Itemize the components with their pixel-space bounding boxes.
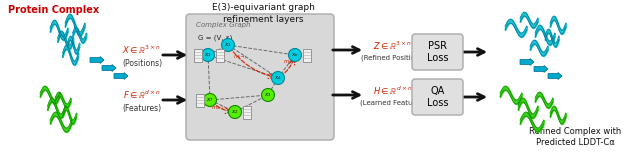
Bar <box>303 49 310 61</box>
FancyArrow shape <box>520 59 534 65</box>
Circle shape <box>228 105 241 118</box>
FancyArrow shape <box>534 65 548 73</box>
FancyArrow shape <box>548 73 562 79</box>
FancyBboxPatch shape <box>412 79 463 115</box>
Circle shape <box>202 49 214 61</box>
Text: $x_n$: $x_n$ <box>291 51 299 59</box>
Circle shape <box>262 89 275 101</box>
Text: $Z \in \mathbb{R}^{3 \times n}$: $Z \in \mathbb{R}^{3 \times n}$ <box>374 40 413 52</box>
Text: (Refined Positions): (Refined Positions) <box>360 55 426 61</box>
Text: QA
Loss: QA Loss <box>427 86 448 108</box>
Text: G = (V, ε): G = (V, ε) <box>198 34 232 41</box>
Text: $x_7$: $x_7$ <box>206 96 214 104</box>
Bar <box>196 93 204 107</box>
Text: Complex Graph: Complex Graph <box>196 22 251 28</box>
Text: $x_4$: $x_4$ <box>274 74 282 82</box>
FancyBboxPatch shape <box>412 34 463 70</box>
Circle shape <box>271 71 285 85</box>
Text: (Learned Features): (Learned Features) <box>360 100 426 106</box>
Circle shape <box>204 93 216 107</box>
Text: $x_3$: $x_3$ <box>264 91 272 99</box>
Text: $x_1$: $x_1$ <box>204 51 212 59</box>
Text: $m_{j \to i}$: $m_{j \to i}$ <box>283 58 297 68</box>
Text: Protein Complex: Protein Complex <box>8 5 99 15</box>
Text: E(3)-equivariant graph
refinement layers: E(3)-equivariant graph refinement layers <box>212 3 314 24</box>
Text: $x_2$: $x_2$ <box>231 108 239 116</box>
Bar <box>243 105 250 118</box>
Text: $x_1$: $x_1$ <box>224 41 232 49</box>
Text: $m_{2,1}$: $m_{2,1}$ <box>211 104 225 112</box>
Text: Refined Complex with
Predicted LDDT-Cα: Refined Complex with Predicted LDDT-Cα <box>529 127 621 147</box>
FancyBboxPatch shape <box>186 14 334 140</box>
Text: $H \in \mathbb{R}^{d \times n}$: $H \in \mathbb{R}^{d \times n}$ <box>373 85 413 97</box>
Text: $m_{i \to j}$: $m_{i \to j}$ <box>233 53 247 63</box>
FancyArrow shape <box>114 73 128 79</box>
Text: PSR
Loss: PSR Loss <box>427 41 448 63</box>
Circle shape <box>289 49 301 61</box>
Text: $X \in \mathbb{R}^{3 \times n}$: $X \in \mathbb{R}^{3 \times n}$ <box>122 44 162 56</box>
Text: (Positions): (Positions) <box>122 59 162 67</box>
Text: (Features): (Features) <box>122 103 161 113</box>
Text: $F \in \mathbb{R}^{d \times n}$: $F \in \mathbb{R}^{d \times n}$ <box>123 89 161 101</box>
FancyArrow shape <box>90 57 104 63</box>
Circle shape <box>221 38 234 51</box>
FancyArrow shape <box>102 65 116 71</box>
Bar <box>216 49 223 61</box>
Bar <box>194 49 202 61</box>
